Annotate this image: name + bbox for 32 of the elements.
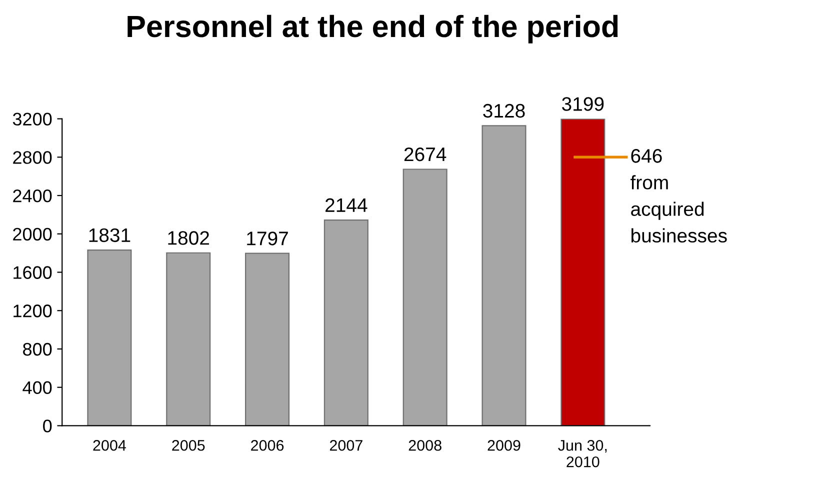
y-tick-label: 2000	[13, 228, 52, 241]
y-tick-label: 1200	[14, 304, 52, 318]
annotation: 646 from acquired businesses	[630, 149, 727, 243]
y-tick-label: 1600	[14, 266, 52, 279]
x-tick-label: 2005	[172, 440, 205, 451]
y-tick-label: 2800	[13, 151, 52, 164]
data-label: 1797	[247, 232, 288, 246]
bar	[245, 252, 290, 426]
bar	[482, 125, 526, 426]
data-label: 2144	[326, 198, 368, 212]
bar	[324, 220, 368, 426]
y-tick-label: 400	[22, 381, 52, 394]
x-tick-label: 2006	[251, 440, 284, 451]
x-tick-label: 2008	[408, 440, 442, 451]
y-tick-label: 0	[43, 420, 52, 432]
data-label: 1831	[89, 228, 130, 242]
data-label: 2674	[404, 147, 446, 162]
bar	[87, 250, 132, 426]
y-tick-label: 800	[23, 342, 52, 356]
x-tick-label: Jun 30, 2010	[558, 440, 607, 468]
y-tick-label: 2400	[13, 189, 52, 202]
data-label: 1802	[168, 231, 210, 245]
chart-title: Personnel at the end of the period	[128, 14, 618, 44]
data-label: 3128	[483, 104, 525, 118]
bar	[560, 118, 606, 426]
x-tick-label: 2004	[93, 440, 126, 451]
x-tick-label: 2007	[330, 440, 362, 451]
data-label: 3199	[562, 97, 604, 111]
x-tick-label: 2009	[488, 440, 520, 451]
bar	[166, 252, 211, 426]
bar	[402, 168, 448, 426]
y-tick-label: 3200	[12, 112, 52, 126]
